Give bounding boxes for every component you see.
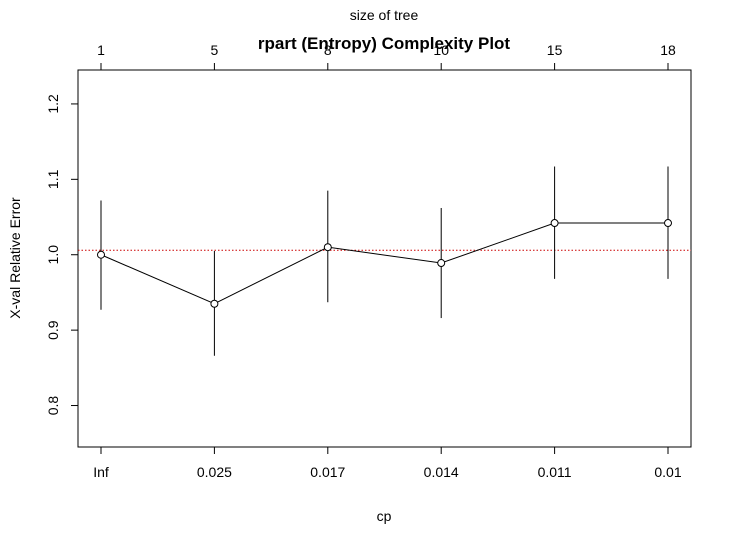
data-point (210, 299, 219, 308)
x-axis-label: cp (377, 508, 392, 524)
x-tick-label: 0.01 (654, 464, 681, 480)
y-tick-label: 0.9 (45, 320, 61, 340)
data-marks (78, 166, 691, 356)
series-line (100, 222, 668, 305)
x-tick-label: 0.017 (310, 464, 345, 480)
y-tick-label: 1.1 (45, 169, 61, 189)
top-tick-label: 18 (660, 42, 676, 58)
data-point (323, 243, 332, 252)
top-tick-label: 15 (547, 42, 563, 58)
x-tick-label: 0.011 (538, 464, 572, 480)
axes: Inf 0.025 0.017 0.014 0.011 0.011 5 8 10 15 180.80… (45, 42, 682, 480)
x-tick-label: 0.014 (424, 464, 459, 480)
x-tick-label: 0.025 (197, 464, 232, 480)
chart-title: rpart (Entropy) Complexity Plot (258, 34, 511, 53)
top-axis-label: size of tree (350, 7, 419, 23)
top-tick-label: 1 (97, 42, 105, 58)
plot-frame (77, 69, 692, 448)
top-tick-label: 10 (433, 42, 449, 58)
y-axis-label: X-val Relative Error (7, 197, 23, 319)
y-tick-label: 0.8 (45, 396, 61, 416)
data-point (550, 219, 559, 228)
data-point (97, 250, 105, 259)
data-point (437, 259, 446, 268)
data-point (664, 219, 672, 228)
y-tick-label: 1.2 (45, 94, 61, 114)
top-tick-label: 5 (211, 42, 219, 58)
x-tick-label: Inf (93, 464, 109, 480)
y-tick-label: 1.0 (45, 245, 61, 265)
top-tick-label: 8 (324, 42, 332, 58)
